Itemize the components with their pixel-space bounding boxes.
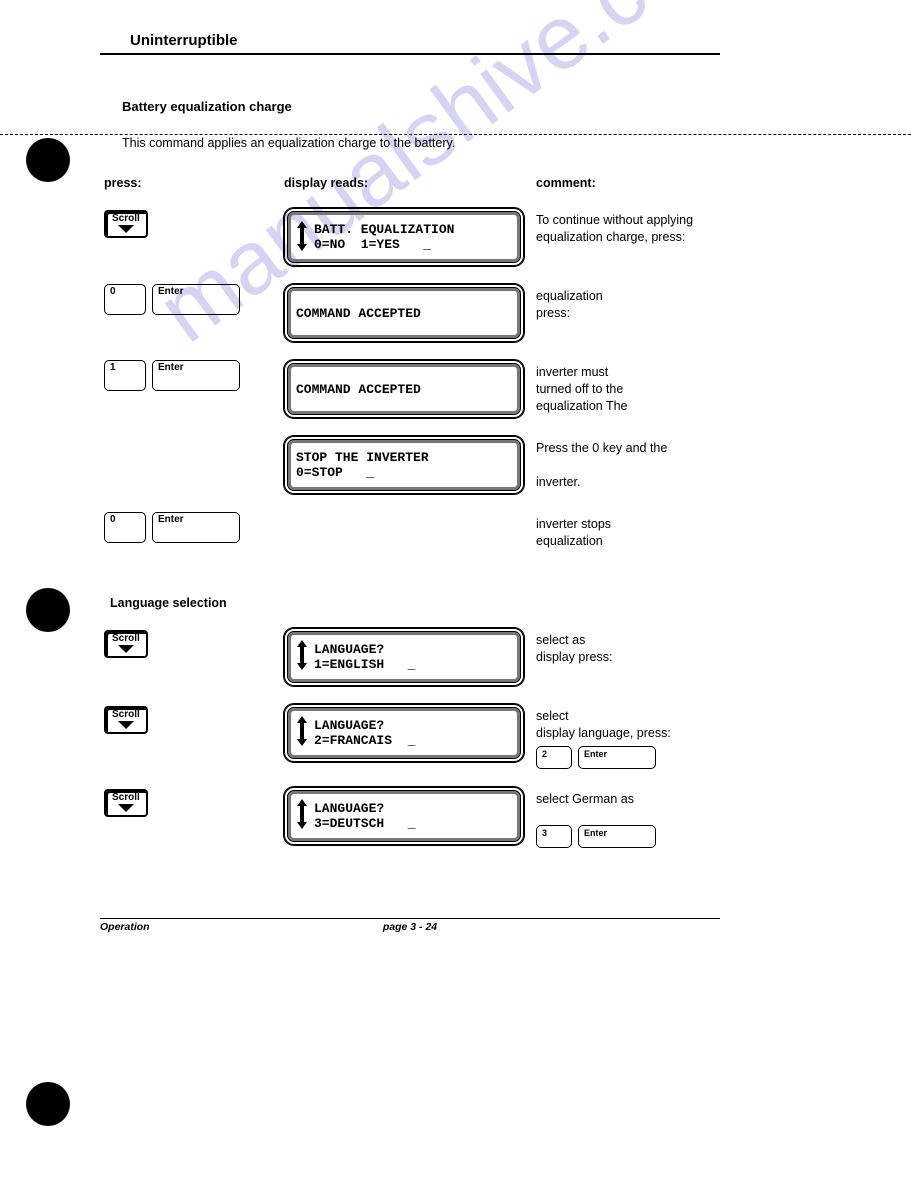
- key-button-enter[interactable]: Enter: [578, 825, 656, 848]
- scroll-button[interactable]: Scroll: [104, 630, 148, 658]
- comment-text: inverter stops equalization: [536, 512, 736, 550]
- scroll-button[interactable]: Scroll: [104, 706, 148, 734]
- lcd-text: STOP THE INVERTER 0=STOP _: [296, 450, 429, 480]
- scroll-button[interactable]: Scroll: [104, 789, 148, 817]
- lcd-text: LANGUAGE? 2=FRANCAIS _: [314, 718, 415, 748]
- header-rule: [100, 53, 720, 55]
- scroll-button[interactable]: Scroll: [104, 210, 148, 238]
- intro-text: This command applies an equalization cha…: [122, 136, 911, 150]
- footer-rule: [100, 918, 720, 919]
- updown-arrow-icon: [296, 799, 308, 832]
- lcd-display: BATT. EQUALIZATION 0=NO 1=YES _: [284, 208, 524, 266]
- scroll-label: Scroll: [112, 792, 140, 803]
- comment-text: select German as 3 Enter: [536, 787, 736, 849]
- instruction-row: Scroll BATT. EQUALIZATION 0=NO 1=YES _ T…: [104, 208, 911, 266]
- key-button-0[interactable]: 0: [104, 284, 146, 315]
- lcd-display: COMMAND ACCEPTED: [284, 360, 524, 418]
- section2-title: Language selection: [110, 596, 911, 610]
- key-button-enter[interactable]: Enter: [152, 284, 240, 315]
- lcd-text: BATT. EQUALIZATION 0=NO 1=YES _: [314, 222, 454, 252]
- lcd-display: LANGUAGE? 3=DEUTSCH _: [284, 787, 524, 845]
- instruction-row: 0Enter inverter stops equalization: [104, 512, 911, 550]
- key-button-3[interactable]: 3: [536, 825, 572, 848]
- page-title: Uninterruptible: [100, 0, 911, 49]
- section-title: Battery equalization charge: [122, 99, 911, 114]
- footer-right: [513, 921, 720, 933]
- scroll-label: Scroll: [112, 213, 140, 224]
- chevron-down-icon: [117, 644, 135, 654]
- footer-left: Operation: [100, 921, 307, 933]
- key-button-1[interactable]: 1: [104, 360, 146, 391]
- col-header-press: press:: [104, 176, 284, 190]
- updown-arrow-icon: [296, 221, 308, 254]
- lcd-text: COMMAND ACCEPTED: [296, 306, 421, 321]
- lcd-display: STOP THE INVERTER 0=STOP _: [284, 436, 524, 494]
- chevron-down-icon: [117, 224, 135, 234]
- comment-text: To continue without applying equalizatio…: [536, 208, 736, 246]
- col-header-display: display reads:: [284, 176, 536, 190]
- comment-text: Press the 0 key and the inverter.: [536, 436, 736, 491]
- key-button-enter[interactable]: Enter: [152, 360, 240, 391]
- lcd-display: COMMAND ACCEPTED: [284, 284, 524, 342]
- lcd-text: LANGUAGE? 3=DEUTSCH _: [314, 801, 415, 831]
- dotted-rule: [0, 134, 911, 135]
- instruction-row: 0Enter COMMAND ACCEPTED equalization pre…: [104, 284, 911, 342]
- lcd-display: LANGUAGE? 1=ENGLISH _: [284, 628, 524, 686]
- chevron-down-icon: [117, 720, 135, 730]
- lcd-text: LANGUAGE? 1=ENGLISH _: [314, 642, 415, 672]
- chevron-down-icon: [117, 803, 135, 813]
- instruction-row: 1Enter COMMAND ACCEPTED inverter must tu…: [104, 360, 911, 418]
- scroll-label: Scroll: [112, 633, 140, 644]
- updown-arrow-icon: [296, 716, 308, 749]
- comment-text: select as display press:: [536, 628, 736, 666]
- comment-text: equalization press:: [536, 284, 736, 322]
- instruction-row: Scroll LANGUAGE? 2=FRANCAIS _ select dis…: [104, 704, 911, 769]
- col-header-comment: comment:: [536, 176, 736, 190]
- scroll-label: Scroll: [112, 709, 140, 720]
- comment-text: inverter must turned off to the equaliza…: [536, 360, 736, 415]
- instruction-row: Scroll LANGUAGE? 3=DEUTSCH _ select Germ…: [104, 787, 911, 849]
- updown-arrow-icon: [296, 640, 308, 673]
- key-button-0[interactable]: 0: [104, 512, 146, 543]
- lcd-text: COMMAND ACCEPTED: [296, 382, 421, 397]
- lcd-display: LANGUAGE? 2=FRANCAIS _: [284, 704, 524, 762]
- key-button-enter[interactable]: Enter: [578, 746, 656, 769]
- instruction-row: STOP THE INVERTER 0=STOP _ Press the 0 k…: [104, 436, 911, 494]
- key-button-2[interactable]: 2: [536, 746, 572, 769]
- key-button-enter[interactable]: Enter: [152, 512, 240, 543]
- footer-center: page 3 - 24: [307, 921, 514, 933]
- instruction-row: Scroll LANGUAGE? 1=ENGLISH _ select as d…: [104, 628, 911, 686]
- comment-text: select display language, press: 2 Enter: [536, 704, 736, 769]
